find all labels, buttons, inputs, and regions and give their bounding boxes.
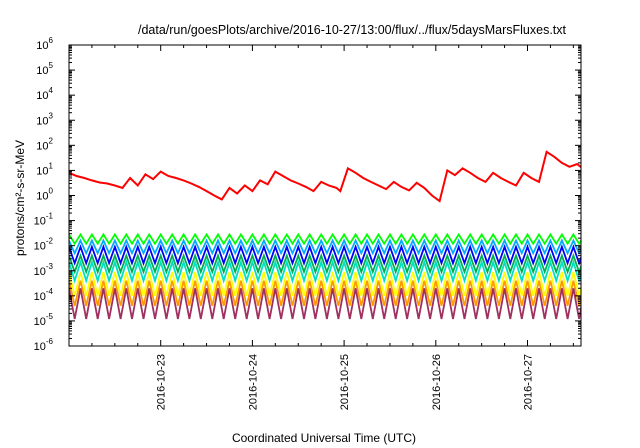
- y-tick-label: 100: [36, 187, 53, 203]
- series-layer: [69, 150, 581, 320]
- x-axis-label: Coordinated Universal Time (UTC): [232, 431, 416, 445]
- series-line-6: [69, 271, 581, 297]
- series-line-0: [69, 150, 581, 203]
- y-tick-label: 105: [36, 61, 53, 77]
- x-tick-label: 2016-10-23: [156, 354, 168, 410]
- chart-title: /data/run/goesPlots/archive/2016-10-27/1…: [138, 23, 567, 37]
- y-tick-label: 10-1: [34, 212, 54, 228]
- series-line-3: [69, 244, 581, 266]
- series-line-1: [69, 232, 581, 246]
- y-tick-label: 104: [36, 86, 53, 102]
- series-line-8: [69, 288, 581, 320]
- x-axis: 2016-10-23 2016-10-24 2016-10-25 2016-10-26…: [91, 45, 574, 410]
- x-tick-label: 2016-10-25: [339, 354, 351, 410]
- y-axis-label: protons/cm²-s-sr-MeV: [13, 140, 27, 256]
- series-line-5: [69, 259, 581, 284]
- y-tick-label: 10-3: [34, 262, 54, 278]
- series-line-4: [69, 252, 581, 275]
- y-tick-label: 103: [36, 111, 53, 127]
- series-line-2: [69, 238, 581, 256]
- y-tick-label: 106: [36, 36, 53, 52]
- y-axis: 10-6 10-5 10-4 10-3 10-2 10-1 100 101 102 103 104 1…: [34, 36, 581, 353]
- x-tick-label: 2016-10-24: [247, 354, 259, 410]
- y-tick-label: 10-6: [34, 337, 54, 353]
- series-line-7: [69, 280, 581, 307]
- x-tick-label: 2016-10-26: [431, 354, 443, 410]
- x-tick-label: 2016-10-27: [523, 354, 535, 410]
- y-tick-label: 10-4: [34, 287, 54, 303]
- y-tick-label: 10-2: [34, 237, 54, 253]
- y-tick-label: 102: [36, 136, 53, 152]
- y-tick-label: 10-5: [34, 312, 54, 328]
- y-tick-label: 101: [36, 161, 53, 177]
